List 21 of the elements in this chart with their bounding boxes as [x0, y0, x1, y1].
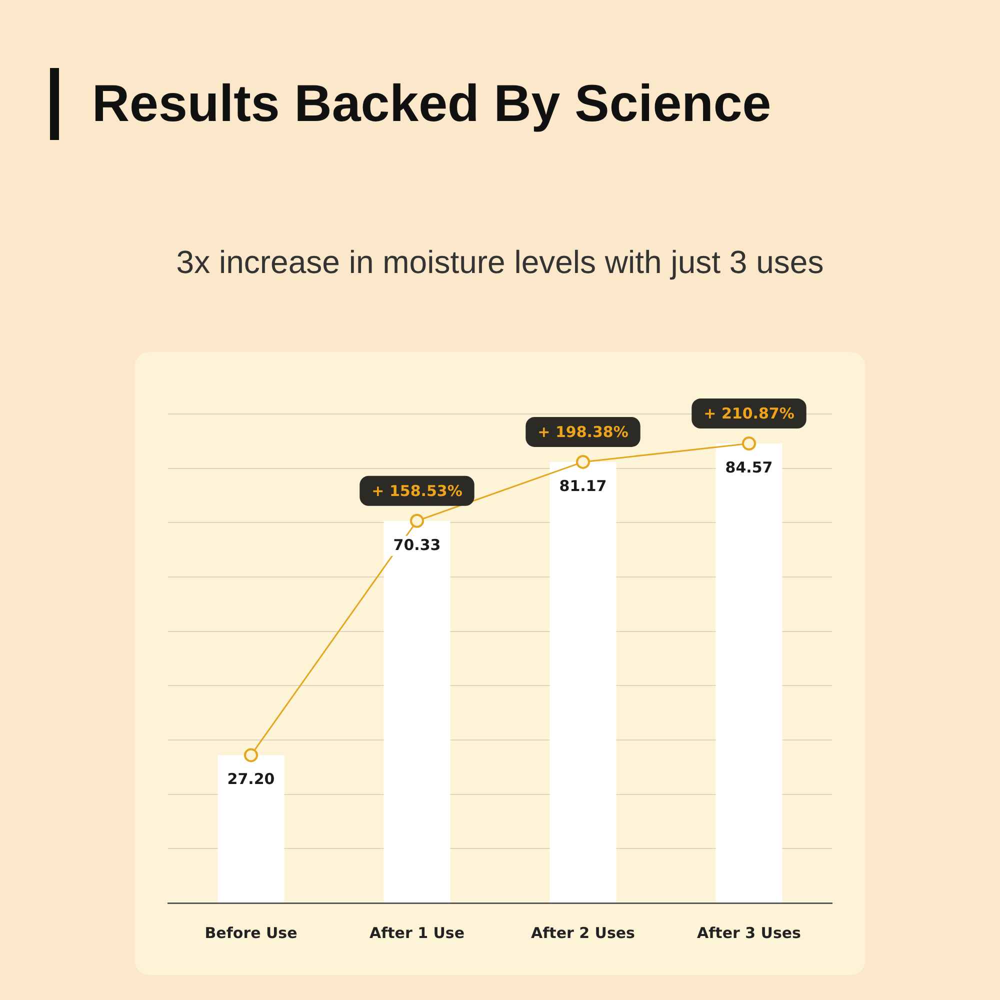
point — [576, 454, 590, 469]
chart-subtitle: 3x increase in moisture levels with just 3 uses — [175, 244, 825, 281]
bar — [716, 444, 782, 902]
annotation: + 210.87% — [704, 404, 794, 422]
data-label: 84.57 — [725, 458, 773, 476]
point — [410, 514, 424, 528]
bar — [384, 520, 450, 902]
point — [742, 436, 756, 451]
chart-title: Results Backed By Science — [92, 74, 772, 134]
bar — [218, 755, 284, 902]
data-label: 70.33 — [393, 536, 441, 554]
data-label: 81.17 — [559, 476, 607, 495]
x-tick-label: After 3 Uses — [697, 924, 802, 942]
data-label: 27.20 — [227, 770, 275, 788]
x-tick-label: After 2 Uses — [531, 924, 636, 942]
x-tick-label: Before Use — [204, 924, 298, 942]
point — [244, 748, 258, 762]
bar — [550, 462, 616, 902]
x-tick-label: After 1 Use — [369, 924, 465, 942]
annotation: + 158.53% — [372, 482, 462, 500]
annotation: + 198.38% — [538, 422, 628, 441]
